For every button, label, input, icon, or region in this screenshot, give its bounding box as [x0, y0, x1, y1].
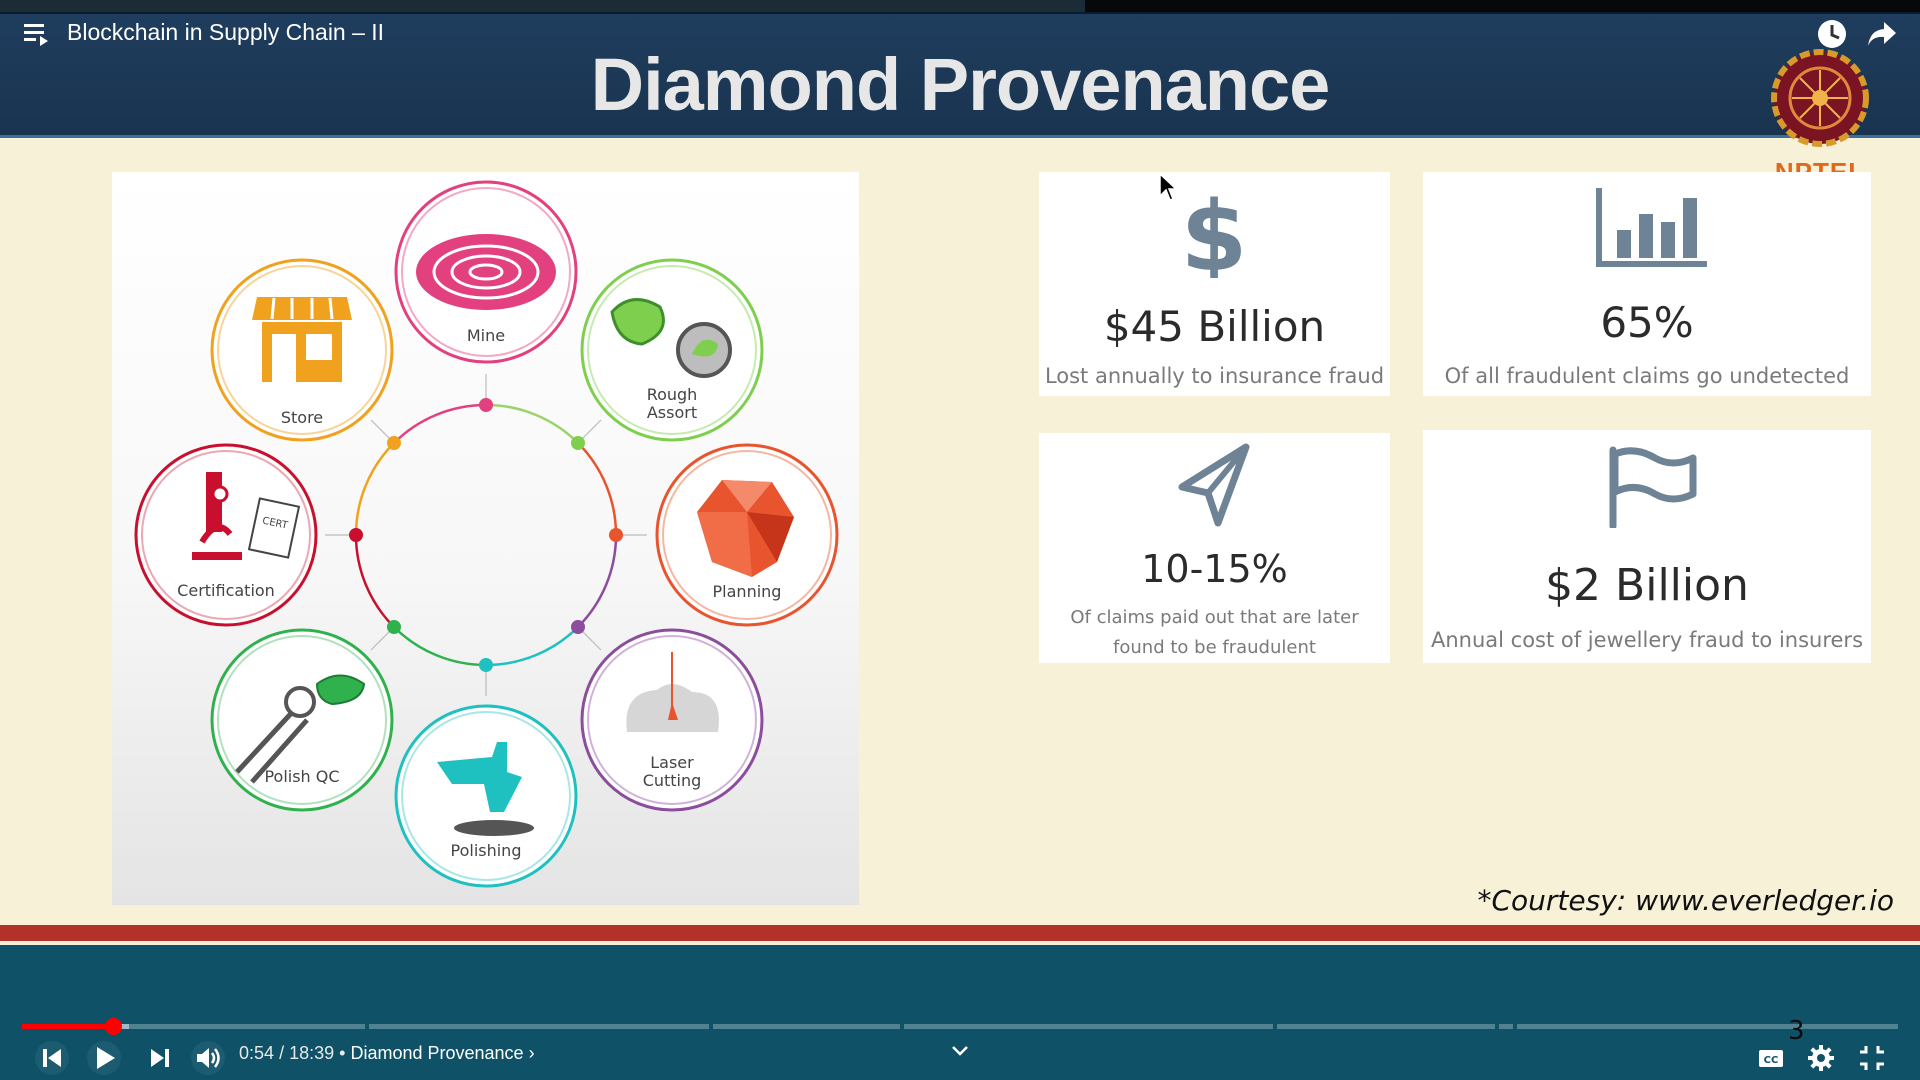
slide-page-number: 3: [1788, 1016, 1805, 1046]
stat-card-jewellery-fraud: $2 Billion Annual cost of jewellery frau…: [1423, 430, 1871, 663]
chapter-marker: [708, 1024, 713, 1029]
stage-label-polishing: Polishing: [451, 841, 522, 860]
diamond-lifecycle-diagram: Mine Rough Assort Planning: [112, 172, 859, 905]
chapter-marker: [1513, 1024, 1518, 1029]
captions-icon[interactable]: CC: [1753, 1040, 1789, 1076]
slide-footer-bar: [0, 925, 1920, 941]
chapter-marker: [1494, 1024, 1499, 1029]
chapter-bullet: •: [339, 1043, 351, 1063]
mouse-cursor-icon: [1159, 172, 1178, 201]
nptel-logo: [1771, 49, 1869, 147]
video-top-edge: [0, 0, 1920, 12]
stage-polish-qc: Polish QC: [210, 628, 394, 812]
time-display: 0:54 / 18:39 • Diamond Provenance ›: [239, 1043, 535, 1064]
next-icon[interactable]: [142, 1040, 178, 1076]
svg-text:CC: CC: [1764, 1055, 1779, 1066]
chapter-marker: [1273, 1024, 1278, 1029]
progress-scrubber[interactable]: [104, 1018, 122, 1035]
bar-chart-icon: [1596, 188, 1707, 267]
chapter-marker: [365, 1024, 370, 1029]
svg-text:CERT: CERT: [261, 516, 289, 532]
time-current: 0:54: [239, 1043, 275, 1063]
stat-value: 65%: [1600, 298, 1694, 347]
volume-icon[interactable]: [190, 1040, 226, 1076]
playlist-icon[interactable]: [24, 22, 52, 46]
play-icon[interactable]: [86, 1040, 122, 1076]
share-icon[interactable]: [1866, 20, 1898, 48]
svg-text:$: $: [1184, 192, 1244, 278]
time-total: 18:39: [289, 1043, 335, 1063]
courtesy-note: *Courtesy: www.everledger.io: [1477, 884, 1894, 917]
stage-mine: Mine: [394, 180, 578, 364]
paper-plane-icon: [1178, 443, 1250, 527]
stage-certification: CERT Certification: [134, 443, 318, 627]
watch-later-icon[interactable]: [1816, 18, 1848, 50]
stage-label-cutting: Cutting: [643, 771, 702, 790]
slide: Diamond Provenance NPTEL: [0, 0, 1920, 945]
stat-description: Of claims paid out that are later found …: [1070, 607, 1359, 658]
progress-bar[interactable]: [22, 1018, 1898, 1035]
stage-label-assort: Assort: [647, 403, 697, 422]
stage-planning: Planning: [655, 443, 839, 627]
stage-label-certification: Certification: [177, 581, 275, 600]
chapter-title[interactable]: Diamond Provenance: [350, 1043, 524, 1063]
video-title[interactable]: Blockchain in Supply Chain – II: [67, 19, 385, 45]
stat-value: $45 Billion: [1103, 302, 1326, 351]
stat-description: Annual cost of jewellery fraud to insure…: [1430, 628, 1864, 652]
stage-store: Store: [210, 258, 394, 442]
stat-card-undetected-claims: 65% Of all fraudulent claims go undetect…: [1423, 172, 1871, 396]
slide-header: Diamond Provenance: [0, 12, 1920, 138]
stat-description: Lost annually to insurance fraud: [1044, 364, 1385, 388]
stage-label-polish-qc: Polish QC: [264, 767, 339, 786]
time-separator: /: [279, 1043, 290, 1063]
previous-icon[interactable]: [34, 1040, 70, 1076]
stage-rough-assort: Rough Assort: [580, 258, 764, 442]
stat-description: Of all fraudulent claims go undetected: [1444, 364, 1850, 388]
exit-fullscreen-icon[interactable]: [1854, 1040, 1890, 1076]
chapter-marker: [899, 1024, 904, 1029]
stat-card-insurance-fraud: $ $45 Billion Lost annually to insurance…: [1039, 172, 1390, 396]
stage-label-rough: Rough: [647, 385, 698, 404]
stat-card-later-fraudulent: 10-15% Of claims paid out that are later…: [1039, 433, 1390, 663]
slide-title: Diamond Provenance: [590, 43, 1331, 126]
chapter-chevron-icon[interactable]: ›: [528, 1043, 535, 1063]
stage-laser-cutting: Laser Cutting: [580, 628, 764, 812]
stage-label-planning: Planning: [713, 582, 782, 601]
progress-played: [22, 1024, 113, 1029]
dollar-icon: $: [1184, 192, 1244, 278]
stat-value: $2 Billion: [1545, 560, 1749, 611]
stat-value: 10-15%: [1141, 547, 1288, 591]
stage-label-laser: Laser: [650, 753, 694, 772]
player-control-bar: [0, 945, 1920, 1080]
chevron-down-icon[interactable]: [950, 1044, 970, 1058]
stage-label-store: Store: [281, 408, 323, 427]
stage-polishing: Polishing: [394, 704, 578, 888]
flag-icon: [1609, 446, 1697, 528]
stage-label-mine: Mine: [467, 326, 505, 345]
settings-icon[interactable]: [1803, 1040, 1839, 1076]
